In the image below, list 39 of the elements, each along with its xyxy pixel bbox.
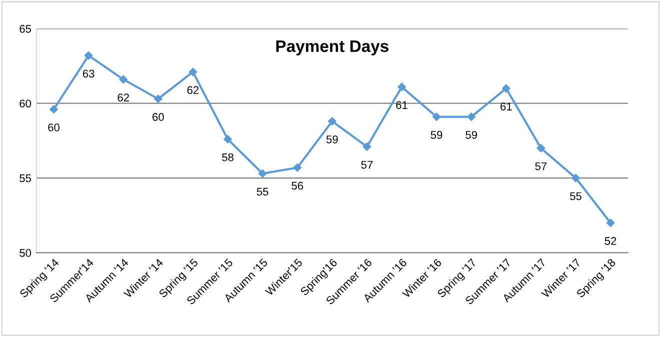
data-label: 55 — [256, 188, 268, 196]
data-label: 59 — [466, 130, 478, 139]
text: Payment Days — [276, 40, 388, 56]
data-label: 57 — [361, 160, 373, 169]
data-label: 52 — [604, 237, 616, 245]
y-tick-label: 55 — [20, 174, 32, 182]
point — [467, 112, 476, 121]
point — [119, 75, 128, 84]
y-tick-label: 50 — [20, 249, 32, 257]
point — [224, 135, 232, 144]
data-label: 61 — [500, 102, 512, 110]
point — [362, 142, 372, 151]
data-label: 60 — [152, 113, 164, 121]
data-label: 58 — [222, 153, 234, 162]
point — [432, 112, 441, 121]
point — [258, 169, 267, 178]
point — [84, 51, 93, 60]
point — [606, 218, 615, 227]
data-label: 60 — [48, 124, 60, 132]
point — [536, 144, 546, 152]
point — [50, 105, 58, 114]
point — [398, 82, 406, 92]
point — [293, 163, 302, 172]
point — [572, 174, 580, 182]
data-label: 55 — [570, 192, 582, 200]
data-label: 57 — [535, 162, 547, 170]
point — [328, 117, 336, 126]
data-label: 61 — [396, 101, 408, 109]
data-label: 62 — [187, 86, 199, 94]
point — [188, 68, 198, 76]
data-label: 63 — [82, 70, 94, 78]
data-label: 59 — [326, 135, 338, 144]
y-tick-label: 65 — [20, 24, 32, 33]
data-label: 62 — [118, 94, 129, 102]
point — [154, 94, 162, 103]
data-label: 56 — [292, 182, 304, 190]
point — [502, 84, 510, 93]
data-label: 59 — [430, 130, 442, 139]
y-tick-label: 60 — [20, 100, 32, 108]
